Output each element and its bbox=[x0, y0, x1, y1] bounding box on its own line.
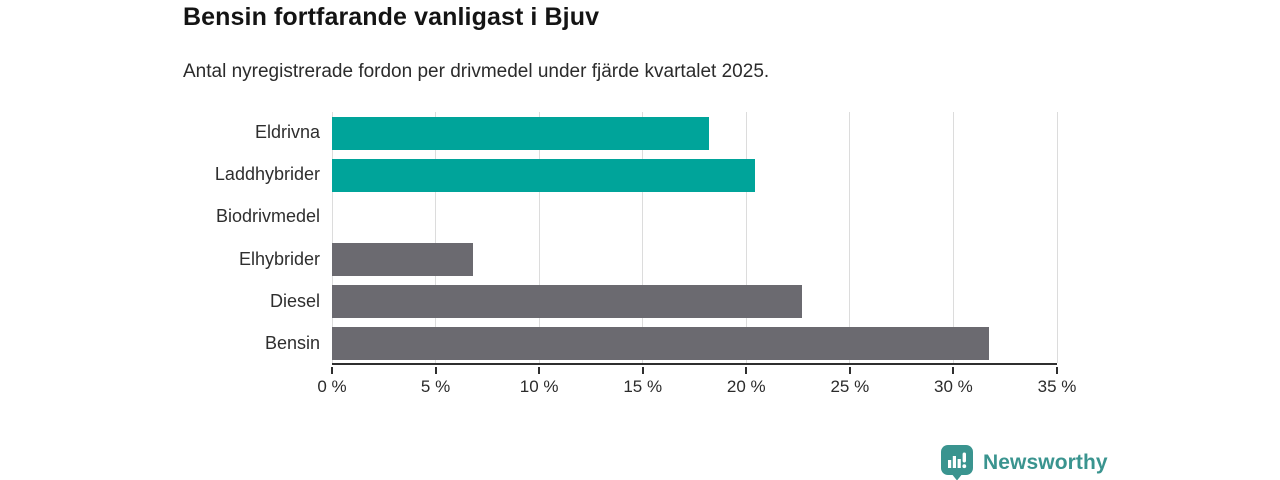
x-tick-label: 10 % bbox=[519, 377, 559, 396]
x-tick-label: 35 % bbox=[1037, 377, 1077, 396]
x-tick-label: 25 % bbox=[830, 377, 870, 396]
x-tick-mark bbox=[952, 367, 955, 374]
x-tick-mark bbox=[848, 367, 851, 374]
gridline bbox=[952, 112, 954, 363]
bar-laddhybrider bbox=[332, 158, 755, 192]
bar-bensin bbox=[332, 327, 989, 361]
category-label: Biodrivmedel bbox=[215, 206, 320, 227]
category-label: Diesel bbox=[269, 290, 320, 311]
newsworthy-brand: Newsworthy bbox=[940, 445, 1108, 480]
x-tick-mark bbox=[331, 367, 333, 374]
x-tick-mark bbox=[745, 367, 748, 374]
bar-eldrivna bbox=[332, 116, 709, 150]
gridline bbox=[538, 112, 540, 363]
x-tick-label: 0 % bbox=[317, 377, 347, 396]
plot-area bbox=[331, 112, 1058, 365]
gridline bbox=[745, 112, 747, 363]
x-axis: 0 % 5 % 10 % 15 % 20 % 25 % 30 % 35 % bbox=[317, 367, 1076, 407]
x-tick-label: 30 % bbox=[934, 377, 973, 396]
chart-title: Bensin fortfarande vanligast i Bjuv bbox=[183, 3, 600, 31]
x-tick-mark bbox=[538, 367, 541, 374]
category-label: Laddhybrider bbox=[214, 164, 320, 185]
gridline bbox=[435, 112, 437, 363]
x-tick-mark bbox=[1056, 367, 1058, 374]
bar-diesel bbox=[332, 285, 803, 319]
x-tick-label: 15 % bbox=[623, 377, 663, 396]
newsworthy-logo-icon bbox=[940, 445, 974, 480]
gridline bbox=[642, 112, 644, 363]
newsworthy-brand-text: Newsworthy bbox=[983, 451, 1108, 474]
category-labels: Eldrivna Laddhybrider Biodrivmedel Elhybrid… bbox=[0, 112, 320, 365]
gridline bbox=[1056, 112, 1058, 363]
x-tick-label: 20 % bbox=[726, 377, 766, 396]
category-label: Bensin bbox=[264, 332, 320, 353]
gridline bbox=[331, 112, 333, 363]
x-tick-label: 5 % bbox=[420, 377, 451, 396]
x-tick-mark bbox=[641, 367, 644, 374]
gridline bbox=[849, 112, 851, 363]
x-tick-mark bbox=[434, 367, 437, 374]
chart-subtitle: Antal nyregistrerade fordon per drivmede… bbox=[183, 61, 770, 82]
category-label: Eldrivna bbox=[254, 122, 320, 143]
category-label: Elhybrider bbox=[238, 248, 320, 269]
bar-elhybrider bbox=[332, 243, 473, 277]
